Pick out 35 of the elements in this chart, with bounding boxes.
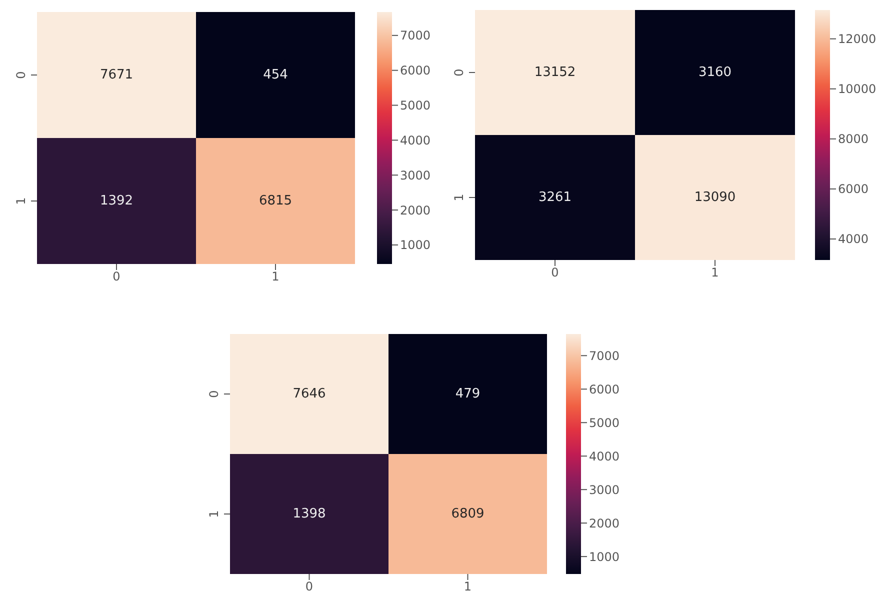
x-tick-label: 0 — [551, 266, 559, 280]
color-bar-label: 1000 — [400, 238, 431, 252]
data-label: 6815 — [258, 194, 292, 208]
color-bar-label: 7000 — [589, 348, 620, 363]
data-label: 3160 — [698, 65, 732, 80]
data-label: 454 — [263, 68, 288, 82]
data-label: 479 — [455, 386, 480, 402]
data-label: 3261 — [538, 190, 572, 205]
x-tick-label: 0 — [112, 270, 120, 284]
data-label: 13152 — [534, 65, 576, 80]
color-bar-label: 2000 — [400, 203, 431, 218]
color-bar-label: 5000 — [589, 416, 620, 430]
color-bar-label: 7000 — [400, 28, 431, 43]
color-bar-label: 3000 — [589, 482, 620, 497]
color-bar-label: 3000 — [400, 168, 431, 182]
color-bar-label: 12000 — [838, 32, 876, 46]
data-label: 6809 — [451, 506, 484, 522]
color-bar-label: 1000 — [589, 550, 620, 564]
x-tick-label: 1 — [272, 270, 280, 284]
color-bar-label: 6000 — [589, 382, 620, 396]
x-tick-label: 1 — [711, 266, 719, 280]
data-label: 7671 — [100, 68, 134, 82]
color-bar-label: 8000 — [838, 132, 869, 146]
color-bar-label: 6000 — [400, 64, 431, 78]
color-bar-label: 2000 — [589, 516, 620, 530]
color-bar-label: 6000 — [838, 182, 869, 196]
data-label: 1392 — [100, 194, 134, 208]
data-label: 13090 — [694, 190, 736, 205]
color-bar-label: 4000 — [400, 133, 431, 148]
color-bar-label: 4000 — [589, 449, 620, 464]
color-bar-label: 10000 — [838, 82, 876, 96]
data-label: 7646 — [292, 386, 326, 402]
color-bar-label: 5000 — [400, 98, 431, 113]
data-label: 1398 — [292, 506, 326, 522]
color-bar-label: 4000 — [838, 232, 869, 246]
